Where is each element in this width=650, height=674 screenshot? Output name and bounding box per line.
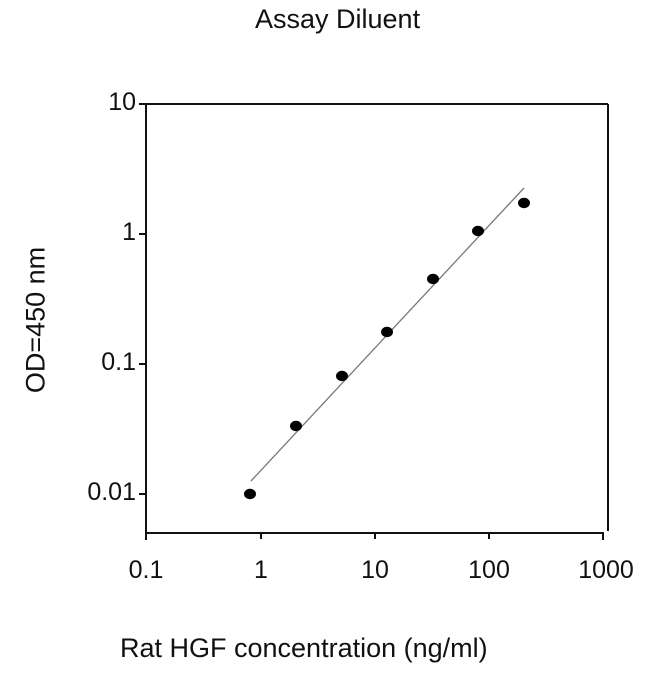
- x-tick-label: 10: [361, 556, 389, 584]
- y-tick-label: 1: [122, 218, 136, 246]
- data-point: [472, 225, 484, 237]
- y-tick-label: 10: [108, 88, 136, 116]
- y-ticks: [139, 103, 146, 495]
- x-ticks: [145, 533, 604, 540]
- data-point: [244, 488, 256, 500]
- data-point: [518, 197, 530, 209]
- data-point: [427, 273, 439, 285]
- x-axis-label: Rat HGF concentration (ng/ml): [120, 633, 488, 663]
- plot-frame: [145, 103, 609, 534]
- y-tick-label: 0.1: [101, 348, 136, 376]
- chart-title: Assay Diluent: [255, 4, 421, 34]
- data-point: [290, 420, 302, 432]
- x-tick-label: 0.1: [128, 556, 164, 584]
- data-points: [244, 197, 530, 500]
- x-tick-label: 100: [468, 556, 510, 584]
- data-point: [381, 326, 393, 338]
- data-point: [336, 370, 348, 382]
- x-tick-label: 1: [254, 556, 268, 584]
- y-tick-label: 0.01: [87, 478, 136, 506]
- x-tick-label: 1000: [578, 556, 634, 584]
